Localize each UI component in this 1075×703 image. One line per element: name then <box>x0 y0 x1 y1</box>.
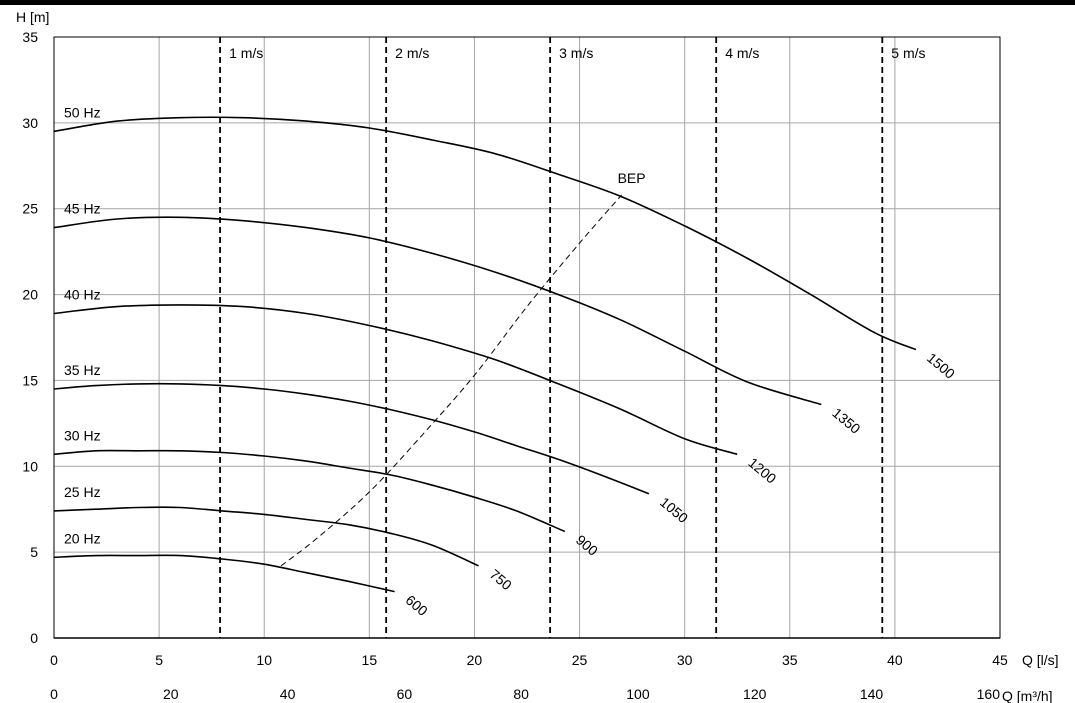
curve-name-label: 20 Hz <box>64 530 101 546</box>
x-tick-label: 30 <box>677 652 693 668</box>
x2-tick-label: 0 <box>50 686 58 702</box>
curve-line <box>53 216 822 406</box>
curve-line <box>53 304 738 456</box>
y-tick-label: 10 <box>22 458 38 474</box>
x2-axis-label: Q [m³/h] <box>1002 688 1053 703</box>
curve-name-label: 30 Hz <box>64 427 101 443</box>
velocity-lines <box>219 37 884 638</box>
bep-curve <box>280 194 622 567</box>
chart-grid <box>53 36 1001 639</box>
velocity-label: 4 m/s <box>725 45 759 61</box>
curve-line <box>53 449 566 533</box>
x-tick-label: 45 <box>992 652 1008 668</box>
x2-tick-label: 80 <box>513 686 529 702</box>
curve-speed-label: 900 <box>573 532 601 559</box>
y-tick-label: 30 <box>22 115 38 131</box>
velocity-label: 5 m/s <box>891 45 925 61</box>
y-tick-label: 15 <box>22 372 38 388</box>
top-border-bar <box>0 0 1075 5</box>
x-axis-label: Q [l/s] <box>1022 652 1059 668</box>
x-tick-label: 5 <box>155 652 163 668</box>
curve-speed-label: 1050 <box>657 494 691 526</box>
y-tick-label: 20 <box>22 287 38 303</box>
velocity-label: 2 m/s <box>395 45 429 61</box>
x2-tick-label: 120 <box>743 686 767 702</box>
curve-name-label: 40 Hz <box>64 286 101 302</box>
x2-tick-label: 160 <box>977 686 1001 702</box>
y-axis-label: H [m] <box>16 9 49 25</box>
curve-name-label: 25 Hz <box>64 484 101 500</box>
x2-tick-label: 20 <box>163 686 179 702</box>
curve-speed-label: 600 <box>403 592 431 619</box>
x-tick-label: 25 <box>572 652 588 668</box>
curve-name-label: 50 Hz <box>64 104 101 120</box>
velocity-label: 1 m/s <box>229 45 263 61</box>
x2-tick-label: 100 <box>626 686 650 702</box>
x-tick-label: 35 <box>782 652 798 668</box>
plot-frame <box>53 36 1001 639</box>
x2-tick-label: 60 <box>397 686 413 702</box>
curve-name-label: 35 Hz <box>64 362 101 378</box>
curve-name-label: 45 Hz <box>64 201 101 217</box>
x-tick-label: 10 <box>256 652 272 668</box>
performance-curves <box>53 116 917 593</box>
chart-labels: 0 5 10 15 20 25 30 35 40 45 0 5 10 15 20 25 30 35 0 20 40 60 8… <box>22 29 1008 702</box>
curve-speed-label: 750 <box>487 566 515 593</box>
y-tick-label: 35 <box>22 29 38 45</box>
curve-speed-label: 1500 <box>924 350 958 382</box>
y-tick-label: 0 <box>30 630 38 646</box>
bep-label: BEP <box>618 170 646 186</box>
y-tick-label: 5 <box>30 544 38 560</box>
velocity-label: 3 m/s <box>559 45 593 61</box>
curve-line <box>53 506 479 567</box>
x-tick-label: 0 <box>50 652 58 668</box>
x-tick-label: 20 <box>467 652 483 668</box>
x2-tick-label: 40 <box>280 686 296 702</box>
x-tick-label: 15 <box>362 652 378 668</box>
curve-line <box>53 116 917 351</box>
x-tick-label: 40 <box>887 652 903 668</box>
curve-speed-label: 1200 <box>745 454 779 486</box>
curve-line <box>53 382 650 495</box>
curve-line <box>53 554 395 593</box>
x2-tick-label: 140 <box>860 686 884 702</box>
y-tick-label: 25 <box>22 201 38 217</box>
curve-speed-label: 1350 <box>829 405 863 437</box>
